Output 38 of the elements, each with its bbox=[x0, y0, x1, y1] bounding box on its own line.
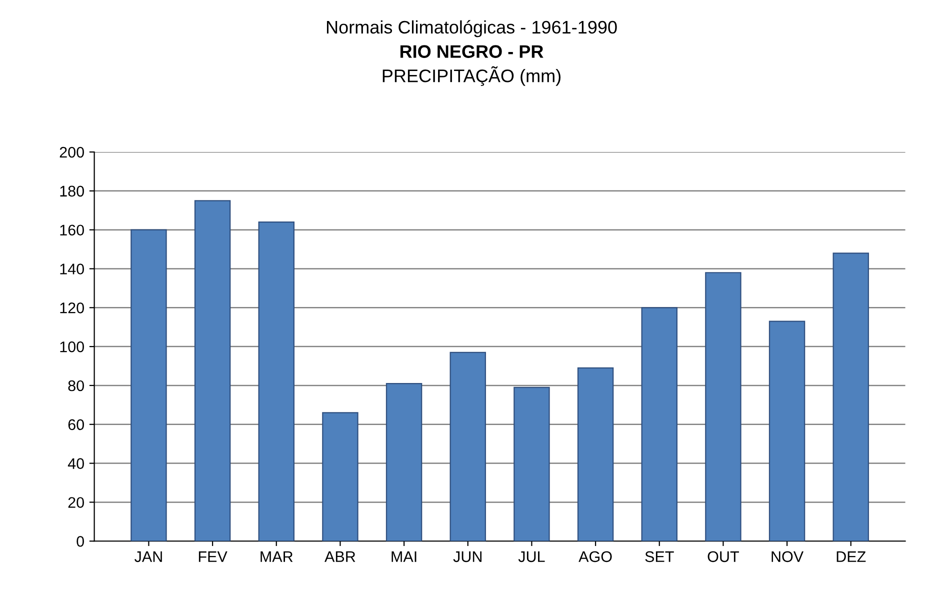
y-tick-label: 140 bbox=[60, 264, 84, 274]
y-tick-label: 40 bbox=[68, 458, 84, 469]
text: PRECIPITAÇÃO (mm) bbox=[382, 66, 560, 86]
bar bbox=[641, 307, 678, 542]
bar bbox=[450, 352, 486, 542]
x-tick-label: SET bbox=[645, 551, 674, 562]
y-tick-label: 200 bbox=[60, 146, 84, 158]
y-tick-label: 20 bbox=[68, 497, 84, 508]
y-tick-label: 80 bbox=[68, 380, 84, 392]
bar bbox=[705, 272, 742, 542]
x-tick-label: ABR bbox=[324, 551, 356, 562]
bar bbox=[386, 382, 422, 542]
x-tick-label: MAR bbox=[260, 551, 293, 562]
bar bbox=[130, 229, 167, 542]
x-tick-label: JAN bbox=[134, 551, 162, 562]
x-tick-label: FEV bbox=[198, 551, 228, 562]
chart-title: Normais Climatológicas - 1961-1990 bbox=[326, 20, 617, 38]
x-tick-label: AGO bbox=[578, 551, 612, 562]
bar bbox=[258, 221, 294, 542]
y-tick-label: 120 bbox=[60, 302, 84, 314]
x-tick-label: DEZ bbox=[836, 551, 866, 562]
x-tick-label: MAI bbox=[392, 551, 416, 562]
bar bbox=[194, 200, 231, 542]
bar bbox=[577, 367, 614, 542]
y-tick-label: 0 bbox=[76, 536, 84, 547]
y-tick-label: 160 bbox=[60, 224, 84, 236]
bar bbox=[768, 320, 806, 542]
x-tick-label: OUT bbox=[708, 551, 739, 562]
x-tick-label: JUL bbox=[518, 551, 545, 562]
y-tick-label: 100 bbox=[60, 341, 84, 352]
bar bbox=[322, 412, 358, 542]
x-tick-label: NOV bbox=[772, 551, 804, 562]
bar bbox=[832, 252, 869, 542]
chart-subtitle: RIO NEGRO - PR bbox=[400, 45, 544, 58]
y-tick-label: 180 bbox=[60, 186, 84, 197]
x-tick-label: JUN bbox=[453, 551, 482, 562]
bar bbox=[514, 386, 550, 542]
y-tick-label: 60 bbox=[68, 419, 84, 430]
